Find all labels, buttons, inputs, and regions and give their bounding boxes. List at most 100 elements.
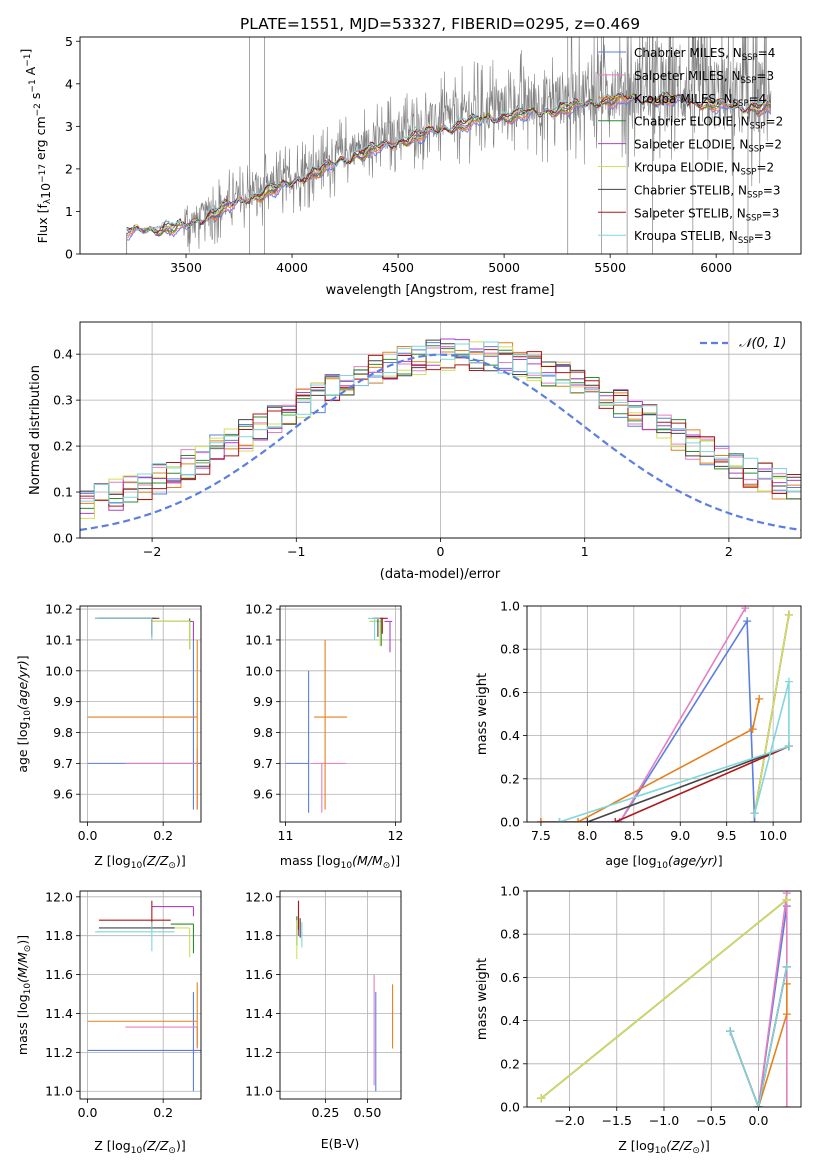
histogram-salpeter-elodie	[80, 338, 801, 514]
y-tick-label: 0.4	[500, 1013, 520, 1028]
x-tick-label: 5500	[594, 260, 626, 275]
x-tick-label: 0	[437, 544, 445, 559]
y-tick-label: 11.0	[45, 1084, 73, 1099]
x-axis-label: E(B-V)	[321, 1136, 360, 1151]
y-tick-label: 1.0	[500, 599, 520, 614]
y-tick-label: 11.6	[45, 967, 73, 982]
legend-label-sub: SSP	[746, 213, 762, 223]
y-tick-label: 9.6	[53, 787, 73, 802]
y-tick-label: 10.1	[245, 632, 273, 647]
label-part: ]	[18, 49, 33, 54]
label-part: ]	[15, 655, 30, 660]
legend-label: Chabrier MILES, NSSP=4	[634, 46, 775, 63]
legend-label-sub: SSP	[733, 99, 749, 109]
y-tick-label: 2	[65, 161, 73, 176]
age-vs-mass-panel: 11 12 9.6 9.7 9.8 9.9 10.0 10.1 10.2 mass [log10(…	[245, 602, 403, 871]
label-part: erg cm	[33, 116, 48, 164]
label-part: −1	[28, 79, 38, 92]
y-tick-label: 11.8	[45, 928, 73, 943]
y-axis-label: age [log10(age/yr)]	[15, 655, 33, 772]
y-tick-label: 10.2	[245, 602, 273, 617]
weight-marker-kroupa-stelib	[784, 742, 793, 751]
x-tick-label: −2.0	[554, 1113, 584, 1128]
legend-label-tail: =2	[764, 138, 782, 152]
label-part: (M/M	[352, 853, 383, 868]
label-part: (Z/Z	[666, 1138, 693, 1153]
label-part: Flux [f	[35, 204, 50, 244]
y-axis-label: mass weight	[475, 673, 490, 755]
y-tick-label: 11.2	[45, 1045, 73, 1060]
legend-label-sub: SSP	[738, 236, 754, 246]
y-tick-label: 9.8	[53, 725, 73, 740]
legend-label-tail: =3	[762, 206, 780, 220]
label-part: (Z/Z	[142, 853, 169, 868]
x-tick-label: −2	[143, 544, 161, 559]
x-tick-label: 0.0	[749, 1113, 769, 1128]
y-tick-label: 11.4	[245, 1006, 273, 1021]
label-part: 10	[23, 710, 33, 722]
label-part: mass [log	[15, 994, 30, 1055]
weight-marker-kroupa-stelib	[754, 1103, 763, 1107]
x-tick-label: 12	[388, 828, 404, 843]
x-tick-label: 9.5	[717, 828, 737, 843]
x-axis-label: Z [log10(Z/Z⊙)]	[94, 853, 185, 871]
legend-label-tail: =2	[756, 161, 774, 175]
legend-label-sub: SSP	[748, 145, 764, 155]
y-axis-label: Flux [fλ10−17 erg cm−2 s−1 A−1]	[18, 49, 53, 244]
legend-label-tail: =3	[763, 183, 781, 197]
weight-line-kroupa-miles	[540, 698, 760, 822]
x-tick-label: 10.0	[759, 828, 787, 843]
x-tick-label: 0.2	[153, 1105, 173, 1120]
y-tick-label: 3	[65, 119, 73, 134]
x-tick-label: 5000	[488, 260, 520, 275]
label-part: age [log	[605, 853, 656, 868]
legend-label-text: Kroupa ELODIE, N	[634, 161, 741, 175]
x-tick-label: 4500	[382, 260, 414, 275]
x-tick-label: 11	[278, 828, 294, 843]
weight-marker-kroupa-stelib	[782, 962, 791, 971]
weight-marker-kroupa-miles	[574, 818, 583, 822]
axes-frame	[79, 605, 202, 823]
weight-line-kroupa-stelib	[729, 966, 788, 1107]
y-tick-label: 0.4	[53, 347, 73, 362]
weight-line-kroupa-elodie	[753, 614, 790, 814]
weight-marker-kroupa-miles	[755, 694, 764, 703]
label-part: 10	[341, 861, 353, 871]
weight-marker-salpeter-miles	[741, 606, 750, 613]
label-part: mass [log	[280, 853, 341, 868]
label-part: ⊙	[383, 861, 391, 871]
label-part: 10	[657, 861, 669, 871]
y-tick-label: 12.0	[245, 889, 273, 904]
label-part: 10	[655, 1146, 667, 1156]
x-tick-label: 0.0	[78, 1105, 98, 1120]
label-part: ⊙	[692, 1146, 700, 1156]
legend-label: Salpeter ELODIE, NSSP=2	[634, 138, 782, 155]
weight-marker-kroupa-stelib	[726, 1027, 735, 1036]
legend-label-text: Salpeter ELODIE, N	[634, 138, 748, 152]
model-spectrum-kroupa-stelib	[126, 89, 771, 234]
x-tick-label: 2	[725, 544, 733, 559]
weight-marker-chabrier-miles	[743, 617, 752, 626]
label-part: (age/yr)	[15, 660, 30, 710]
y-tick-label: 11.8	[245, 928, 273, 943]
y-tick-label: 10.2	[45, 602, 73, 617]
label-part: Z [log	[618, 1138, 654, 1153]
label-part: Z [log	[94, 853, 130, 868]
label-part: ⊙	[23, 945, 33, 953]
x-tick-label: 0.2	[153, 828, 173, 843]
gaussian-reference-line	[80, 353, 801, 531]
y-tick-label: 0.6	[500, 685, 520, 700]
legend-label-sub: SSP	[747, 190, 763, 200]
label-part: 10	[131, 1146, 143, 1156]
plot-area	[126, 37, 772, 254]
y-tick-label: 12.0	[45, 889, 73, 904]
legend-label-tail: =3	[754, 229, 772, 243]
label-part: )]	[700, 1138, 710, 1153]
legend-label-text: Salpeter STELIB, N	[634, 206, 746, 220]
y-tick-label: 0.1	[53, 485, 73, 500]
x-axis-label: (data-model)/error	[380, 567, 501, 582]
label-part: 10	[38, 183, 53, 199]
y-tick-label: 11.0	[245, 1084, 273, 1099]
weight-marker-chabrier-miles	[750, 818, 759, 822]
axes-frame	[79, 36, 802, 255]
